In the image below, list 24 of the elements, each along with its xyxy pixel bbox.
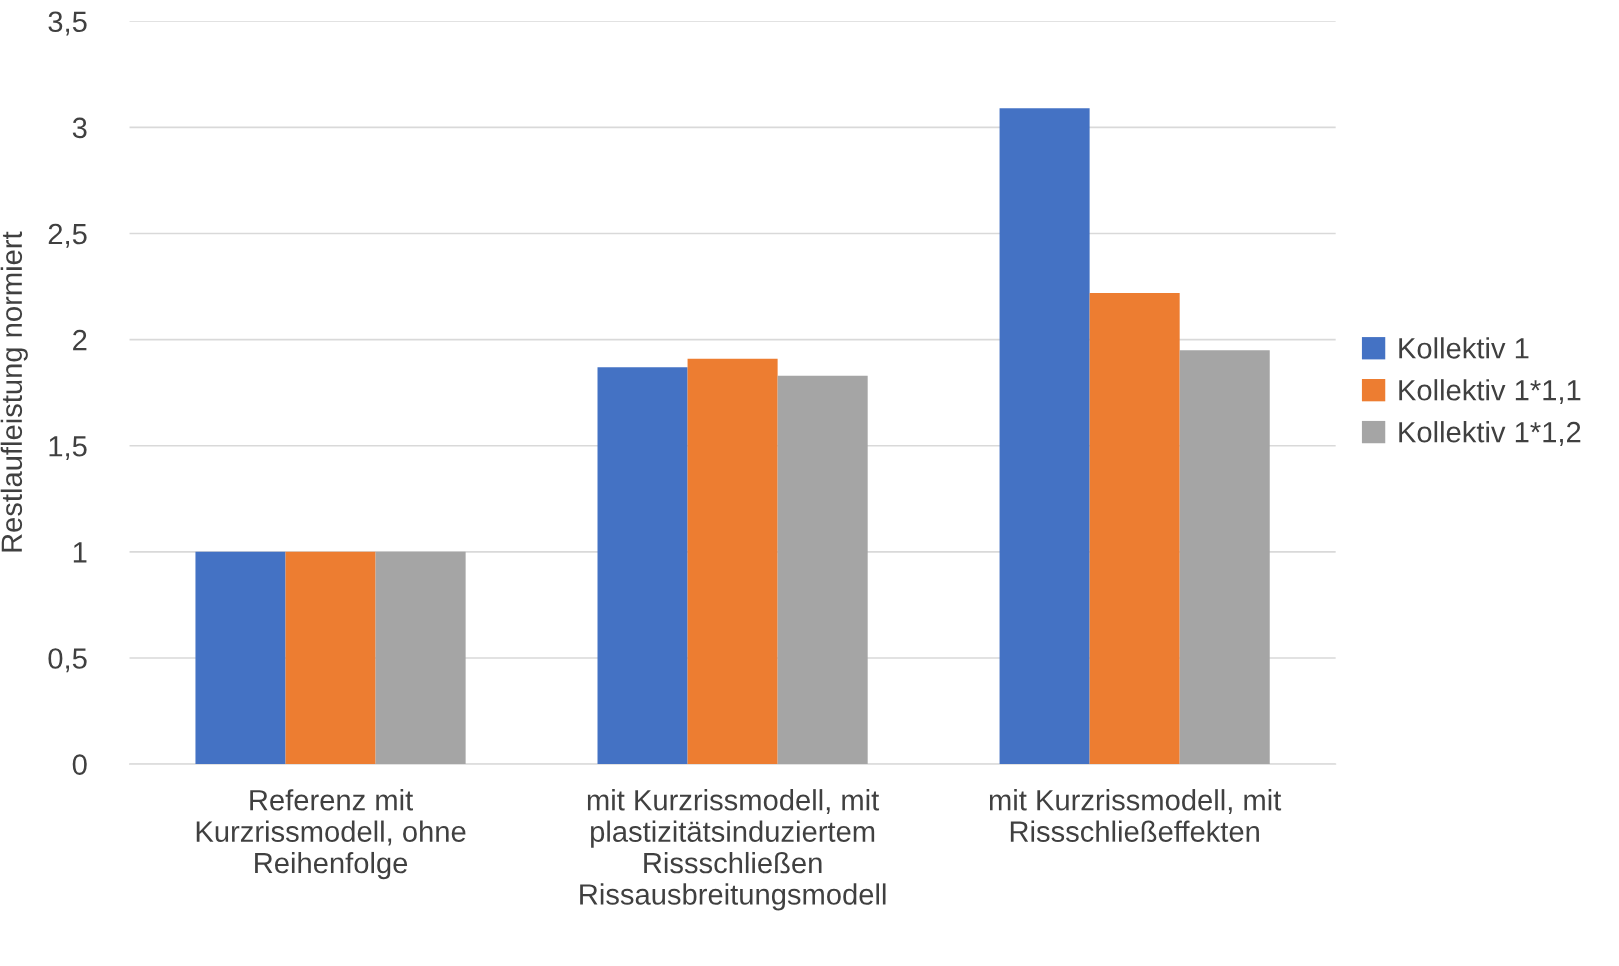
- y-tick-label: 1: [73, 542, 87, 563]
- bar: [1179, 350, 1270, 765]
- legend-label: Kollektiv 1*1,1: [1399, 379, 1581, 405]
- bar: [195, 551, 286, 765]
- bar: [375, 551, 466, 765]
- bar: [1089, 292, 1180, 765]
- bar: [285, 551, 376, 765]
- x-tick-label: mit Kurzrissmodell, mit plastizitätsinduziertem Rissschließen Rissausbreitungsmodell: [580, 789, 886, 911]
- y-tick-label: 0,5: [48, 648, 87, 673]
- bar: [999, 108, 1090, 765]
- y-tick-label: 2,5: [48, 223, 87, 248]
- x-tick-label: Referenz mit Kurzrissmodell, ohne Reihenfolge: [196, 789, 466, 880]
- x-tick-label: mit Kurzrissmodell, mit Rissschließeffekten: [989, 789, 1282, 842]
- y-axis-title: Restlaufleistung normiert: [0, 231, 28, 552]
- bar: [777, 375, 868, 765]
- y-tick-label: 2: [73, 329, 87, 351]
- legend-label: Kollektiv 1*1,2: [1399, 421, 1581, 446]
- y-tick-label: 3: [72, 117, 87, 139]
- y-tick-label: 0: [72, 754, 87, 775]
- bar: [687, 358, 778, 765]
- y-tick-label: 3,5: [48, 11, 87, 36]
- y-tick-label: 1,5: [49, 436, 87, 461]
- legend-label: Kollektiv 1: [1399, 337, 1529, 359]
- bar: [597, 367, 688, 765]
